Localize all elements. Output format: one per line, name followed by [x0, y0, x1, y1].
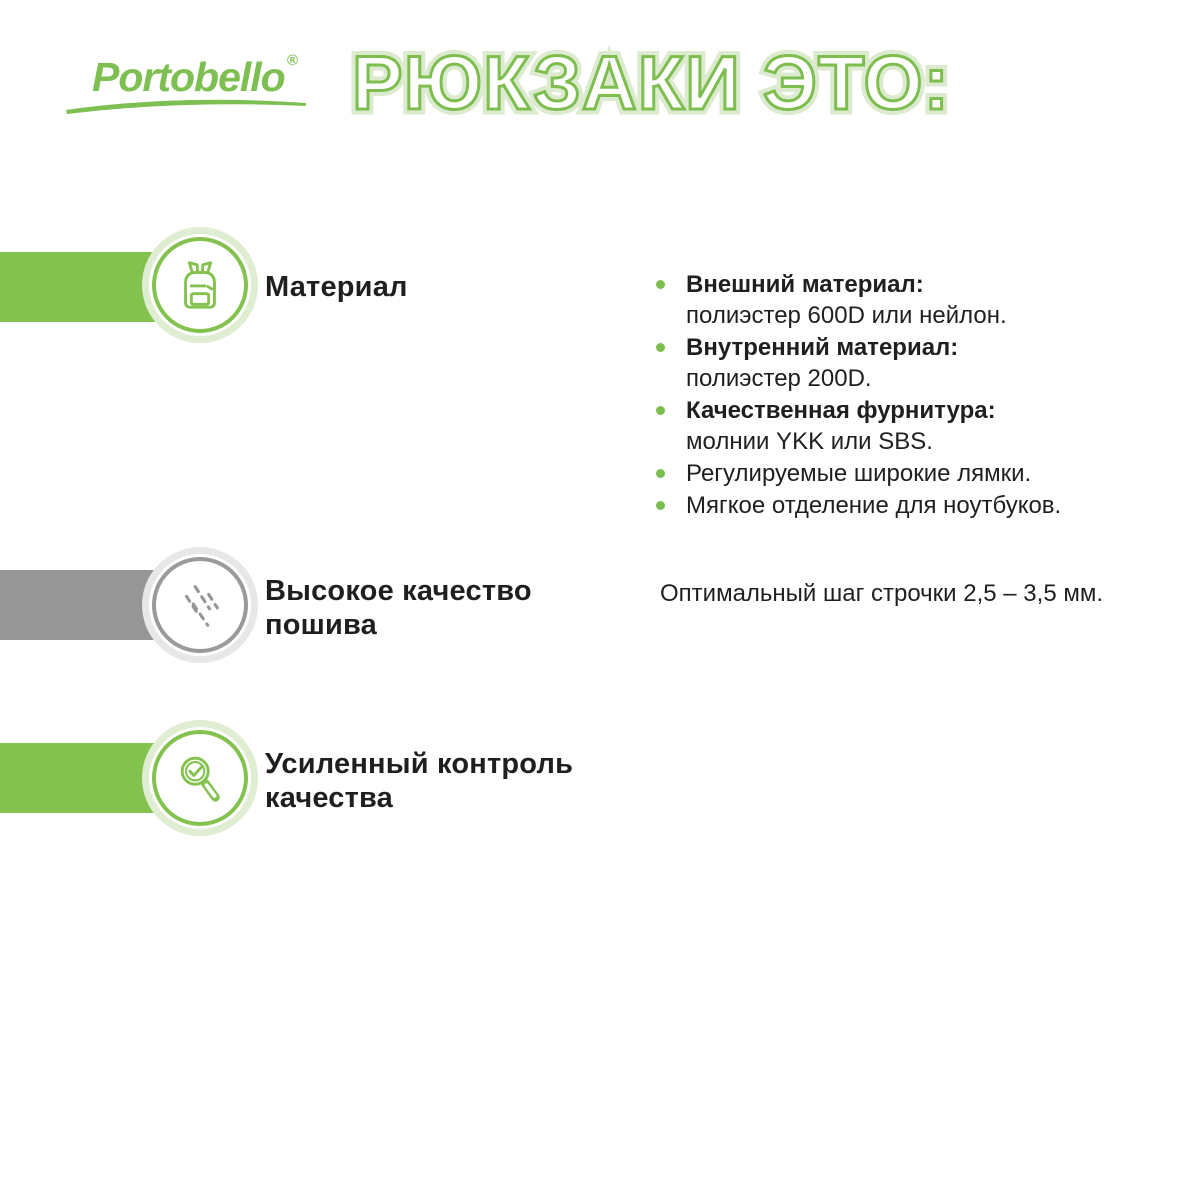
feature-detail: Мягкое отделение для ноутбуков. [686, 492, 1062, 519]
list-item: Качественная фурнитура: молнии YKK или S… [656, 395, 1156, 457]
bullet-dot-icon [656, 343, 665, 352]
bullet-dot-icon [656, 469, 665, 478]
section-label-quality-control: Усиленный контроль качества [265, 748, 574, 814]
feature-detail: молнии YKK или SBS. [686, 428, 933, 455]
feature-detail: полиэстер 200D. [686, 365, 872, 392]
brand-logo: Portobello ® [92, 52, 298, 101]
logo-swoosh-icon [66, 99, 306, 114]
feature-list: Внешний материал: полиэстер 600D или ней… [656, 269, 1156, 522]
magnifier-check-icon [180, 756, 220, 802]
bullet-dot-icon [656, 406, 665, 415]
page-title-text: РЮКЗАКИ ЭТО: [351, 41, 951, 126]
feature-detail: Регулируемые широкие лямки. [686, 460, 1032, 487]
list-item: Мягкое отделение для ноутбуков. [656, 490, 1156, 521]
bullet-dot-icon [656, 501, 665, 510]
section-label-sewing: Высокое качество пошива [265, 575, 532, 641]
section-badge-quality-control [142, 720, 258, 836]
page-title-glow: РЮКЗАКИ ЭТО: [347, 40, 955, 127]
feature-detail: полиэстер 600D или нейлон. [686, 302, 1007, 329]
backpack-icon [184, 261, 216, 309]
bullet-dot-icon [656, 280, 665, 289]
section-label-material: Материал [265, 271, 408, 303]
badge-disc [152, 730, 248, 826]
list-item: Регулируемые широкие лямки. [656, 458, 1156, 489]
badge-disc [152, 557, 248, 653]
section-badge-material [142, 227, 258, 343]
stitching-icon [184, 585, 219, 627]
badge-disc [152, 237, 248, 333]
section-badge-sewing [142, 547, 258, 663]
registered-trademark: ® [286, 52, 298, 69]
brand-logo-text: Portobello [92, 54, 286, 100]
stitch-pitch-note: Оптимальный шаг строчки 2,5 – 3,5 мм. [660, 580, 1104, 607]
feature-title: Качественная фурнитура: [686, 397, 996, 424]
list-item: Внешний материал: полиэстер 600D или ней… [656, 269, 1156, 331]
list-item: Внутренний материал: полиэстер 200D. [656, 332, 1156, 394]
feature-title: Внешний материал: [686, 271, 924, 298]
feature-title: Внутренний материал: [686, 334, 959, 361]
